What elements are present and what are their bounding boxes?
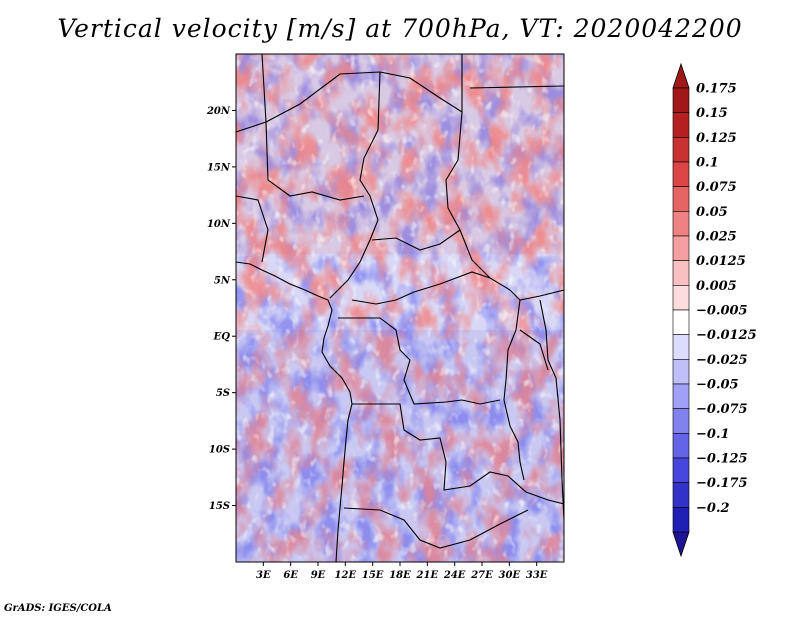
colorbar-label: 0.15 — [696, 106, 728, 121]
lat-tick-label: 5N — [214, 275, 231, 286]
colorbar-swatch — [672, 285, 690, 311]
colorbar-label: −0.1 — [696, 427, 730, 442]
lon-tick-label: 33E — [526, 570, 548, 581]
colorbar-label: 0.175 — [696, 82, 737, 97]
colorbar-swatch — [672, 507, 690, 533]
colorbar-swatch — [672, 235, 690, 261]
lon-tick-label: 12E — [335, 570, 357, 581]
colorbar-label: 0.05 — [696, 205, 728, 220]
colorbar-swatch — [672, 112, 690, 138]
colorbar-swatch — [672, 309, 690, 335]
lon-tick-label: 24E — [443, 570, 466, 581]
colorbar-label: −0.05 — [696, 378, 739, 393]
colorbar-swatch — [672, 161, 690, 187]
colorbar-swatch — [672, 433, 690, 459]
lat-tick-label: 10S — [209, 445, 230, 456]
country-borders — [236, 54, 564, 562]
colorbar-swatch — [672, 408, 690, 434]
colorbar-swatch — [672, 334, 690, 360]
lon-tick-label: 18E — [389, 570, 411, 581]
lat-tick-label: 15S — [209, 501, 230, 512]
colorbar-swatch — [672, 482, 690, 508]
lat-tick-label: EQ — [213, 332, 231, 343]
colorbar-label: 0.125 — [696, 131, 737, 146]
colorbar-swatch — [672, 457, 690, 483]
velocity-field — [236, 54, 564, 562]
latitude-axis: 20N 15N 10N 5N EQ 5S 10S 15S — [206, 106, 236, 512]
colorbar-label: −0.175 — [696, 476, 748, 491]
colorbar-swatch — [672, 260, 690, 286]
colorbar-label: 0.005 — [696, 279, 737, 294]
colorbar-swatch — [672, 359, 690, 385]
colorbar-label: −0.2 — [696, 501, 730, 516]
colorbar-swatch — [672, 137, 690, 163]
colorbar-bottom-arrow — [672, 531, 690, 558]
colorbar-swatch — [672, 186, 690, 212]
colorbar-swatch — [672, 383, 690, 409]
lat-tick-label: 15N — [207, 162, 231, 173]
colorbar-label: −0.0125 — [696, 328, 757, 343]
colorbar-label: 0.0125 — [696, 254, 746, 269]
colorbar-top-arrow — [672, 62, 690, 89]
lon-tick-label: 6E — [283, 570, 298, 581]
footer-credit: GrADS: IGES/COLA — [4, 603, 112, 614]
lon-tick-label: 21E — [416, 570, 439, 581]
longitude-axis: 3E 6E 9E 12E 15E 18E 21E 24E 27E 30E 33E — [256, 562, 548, 581]
colorbar-label: 0.075 — [696, 180, 737, 195]
lat-tick-label: 20N — [206, 106, 231, 117]
lat-tick-label: 5S — [216, 388, 230, 399]
colorbar-label: 0.1 — [696, 156, 719, 171]
colorbar-label: −0.075 — [696, 402, 748, 417]
colorbar-swatch — [672, 87, 690, 113]
lon-tick-label: 15E — [362, 570, 384, 581]
chart-title: Vertical velocity [m/s] at 700hPa, VT: 2… — [57, 14, 743, 43]
colorbar-swatch — [672, 211, 690, 237]
lat-tick-label: 10N — [207, 219, 231, 230]
lon-tick-label: 30E — [499, 570, 521, 581]
lon-tick-label: 9E — [311, 570, 326, 581]
colorbar-label: −0.125 — [696, 452, 748, 467]
lon-tick-label: 27E — [470, 570, 493, 581]
colorbar-label: −0.005 — [696, 304, 748, 319]
lon-tick-label: 3E — [256, 570, 271, 581]
colorbar-label: 0.025 — [696, 230, 737, 245]
colorbar-label: −0.025 — [696, 353, 748, 368]
